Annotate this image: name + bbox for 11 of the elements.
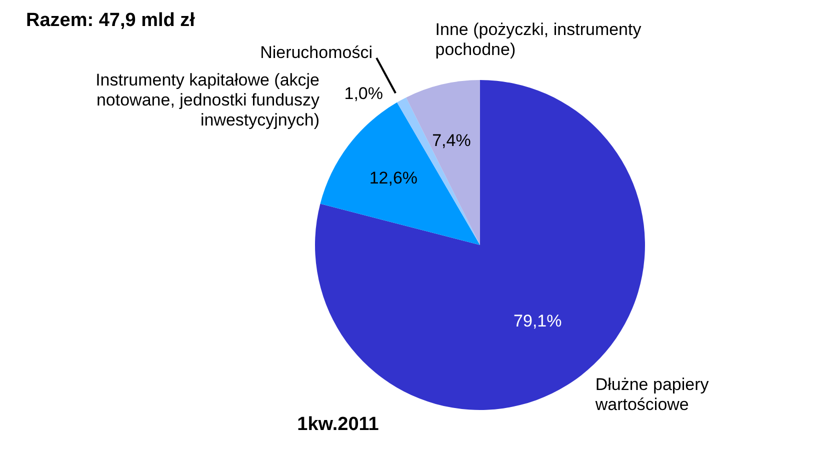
data-label: 12,6%: [369, 168, 418, 188]
slice-label: Inne (pożyczki, instrumenty pochodne): [435, 20, 642, 60]
pie-slice: [320, 102, 480, 245]
chart-title: Razem: 47,9 mld zł: [26, 10, 195, 32]
slice-label: Nieruchomości: [260, 42, 373, 62]
text: 1kw.2011: [296, 414, 380, 436]
slice-label: Instrumenty kapitałowe (akcje notowane, jednostki funduszy inwestycyjnych): [96, 70, 320, 130]
data-label: 1,0%: [344, 84, 384, 104]
slice-label: Dłużne papiery wartościowe: [594, 375, 710, 414]
data-label: 7,4%: [432, 130, 471, 150]
data-label: 79,1%: [514, 311, 562, 330]
